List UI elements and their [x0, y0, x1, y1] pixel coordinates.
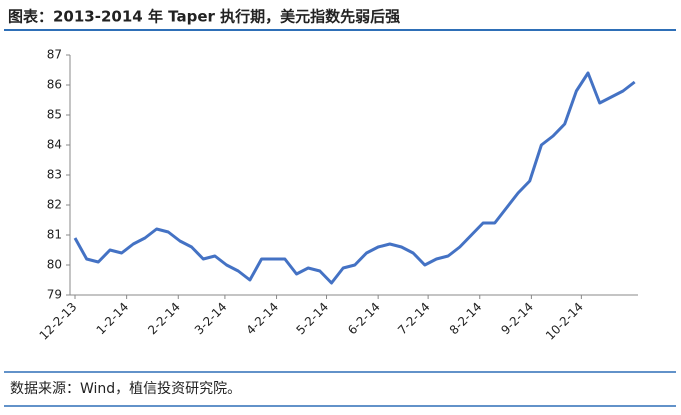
- x-tick-label: 2-2-14: [145, 300, 183, 338]
- x-tick-label: 9-2-14: [498, 300, 536, 338]
- x-tick-label: 10-2-14: [543, 300, 586, 343]
- y-tick-label: 84: [47, 138, 62, 152]
- y-tick-label: 87: [47, 48, 62, 62]
- y-tick-label: 85: [47, 108, 62, 122]
- y-tick-label: 79: [47, 288, 62, 302]
- x-tick-label: 8-2-14: [447, 300, 485, 338]
- x-tick-label: 5-2-14: [293, 300, 331, 338]
- y-tick-label: 80: [47, 258, 62, 272]
- chart-title: 图表：2013-2014 年 Taper 执行期，美元指数先弱后强: [8, 8, 400, 26]
- x-tick-label: 1-2-14: [94, 300, 132, 338]
- y-tick-label: 82: [47, 198, 62, 212]
- x-tick-label: 4-2-14: [244, 300, 282, 338]
- source-note: 数据来源：Wind，植信投资研究院。: [10, 381, 241, 397]
- line-series: [73, 71, 636, 285]
- x-tick-label: 7-2-14: [395, 300, 433, 338]
- y-tick-label: 83: [47, 168, 62, 182]
- x-tick-label: 12-2-13: [37, 300, 80, 343]
- y-tick-label: 86: [47, 78, 62, 92]
- y-tick-label: 81: [47, 228, 62, 242]
- x-tick-label: 6-2-14: [345, 300, 383, 338]
- x-tick-label: 3-2-14: [192, 300, 230, 338]
